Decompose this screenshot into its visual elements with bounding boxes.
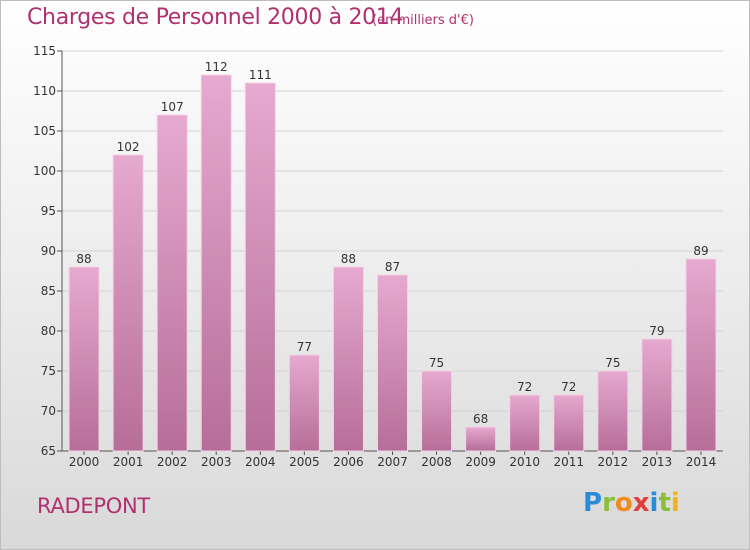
bars bbox=[68, 74, 717, 452]
data-label: 79 bbox=[649, 324, 664, 338]
x-tick-label: 2014 bbox=[686, 455, 717, 469]
y-tick-label: 85 bbox=[41, 284, 56, 298]
logo-letter: o bbox=[614, 488, 633, 518]
x-tick-label: 2003 bbox=[201, 455, 232, 469]
bar[interactable] bbox=[597, 370, 629, 452]
data-label: 87 bbox=[385, 260, 400, 274]
x-tick-label: 2001 bbox=[113, 455, 144, 469]
x-tick-label: 2011 bbox=[553, 455, 584, 469]
y-tick-label: 70 bbox=[41, 404, 56, 418]
x-tick-label: 2012 bbox=[598, 455, 629, 469]
bar[interactable] bbox=[421, 370, 453, 452]
y-tick-label: 65 bbox=[41, 444, 56, 458]
x-tick-label: 2013 bbox=[642, 455, 673, 469]
data-label: 68 bbox=[473, 412, 488, 426]
data-label: 72 bbox=[517, 380, 532, 394]
y-tick-label: 75 bbox=[41, 364, 56, 378]
x-tick-label: 2008 bbox=[421, 455, 452, 469]
data-label: 72 bbox=[561, 380, 576, 394]
data-labels: 88 102 107 112 111 77 88 87 75 68 72 72 75 79 89 bbox=[76, 60, 708, 426]
data-label: 88 bbox=[341, 252, 356, 266]
x-tick-label: 2007 bbox=[377, 455, 408, 469]
x-tick-label: 2005 bbox=[289, 455, 320, 469]
bar[interactable] bbox=[509, 394, 541, 452]
data-label: 107 bbox=[161, 100, 184, 114]
bar[interactable] bbox=[68, 266, 100, 452]
data-label: 102 bbox=[117, 140, 140, 154]
chart-subtitle: (en milliers d'€) bbox=[372, 13, 474, 28]
y-tick-label: 80 bbox=[41, 324, 56, 338]
bar[interactable] bbox=[377, 274, 408, 452]
chart-title: Charges de Personnel 2000 à 2014 bbox=[27, 5, 404, 30]
logo-letter: r bbox=[602, 488, 615, 518]
x-tick-label: 2006 bbox=[333, 455, 364, 469]
bar[interactable] bbox=[156, 114, 188, 452]
y-tick-label: 110 bbox=[33, 84, 56, 98]
proxiti-logo[interactable]: Proxiti bbox=[583, 488, 680, 518]
logo-letter: i bbox=[649, 488, 659, 518]
bar[interactable] bbox=[288, 354, 320, 452]
x-tick-label: 2000 bbox=[69, 455, 100, 469]
bar[interactable] bbox=[553, 394, 585, 452]
data-label: 112 bbox=[205, 60, 228, 74]
y-tick-label: 115 bbox=[33, 44, 56, 58]
bar[interactable] bbox=[465, 426, 497, 452]
y-tick-label: 90 bbox=[41, 244, 56, 258]
logo-letter: P bbox=[583, 488, 603, 518]
x-tick-label: 2010 bbox=[509, 455, 540, 469]
data-label: 88 bbox=[76, 252, 91, 266]
place-name: RADEPONT bbox=[37, 494, 150, 518]
logo-letter: t bbox=[658, 488, 671, 518]
bar[interactable] bbox=[112, 154, 144, 452]
x-tick-label: 2009 bbox=[465, 455, 496, 469]
bar[interactable] bbox=[685, 258, 717, 452]
y-tick-label: 95 bbox=[41, 204, 56, 218]
data-label: 89 bbox=[693, 244, 708, 258]
bar[interactable] bbox=[244, 82, 276, 452]
bar[interactable] bbox=[332, 266, 364, 452]
y-tick-label: 105 bbox=[33, 124, 56, 138]
logo-letter: i bbox=[670, 488, 680, 518]
x-tick-label: 2002 bbox=[157, 455, 188, 469]
data-label: 77 bbox=[297, 340, 312, 354]
bar[interactable] bbox=[641, 338, 673, 452]
data-label: 75 bbox=[605, 356, 620, 370]
y-tick-label: 100 bbox=[33, 164, 56, 178]
data-label: 111 bbox=[249, 68, 272, 82]
bar[interactable] bbox=[200, 74, 232, 452]
logo-letter: x bbox=[632, 488, 650, 518]
data-label: 75 bbox=[429, 356, 444, 370]
x-tick-label: 2004 bbox=[245, 455, 276, 469]
